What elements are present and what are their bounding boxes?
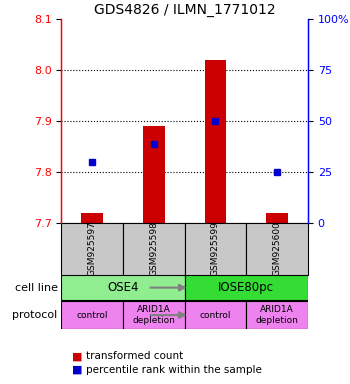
Text: ■: ■ <box>72 365 82 375</box>
Text: GSM925598: GSM925598 <box>149 221 158 276</box>
Text: cell line: cell line <box>15 283 58 293</box>
Text: GSM925600: GSM925600 <box>273 221 282 276</box>
Bar <box>266 213 288 223</box>
Bar <box>246 301 308 329</box>
Bar <box>185 301 246 329</box>
Bar <box>246 223 308 275</box>
Text: transformed count: transformed count <box>86 351 183 361</box>
Text: ARID1A
depletion: ARID1A depletion <box>132 305 175 325</box>
Text: IOSE80pc: IOSE80pc <box>218 281 274 294</box>
Bar <box>123 301 185 329</box>
Text: OSE4: OSE4 <box>107 281 139 294</box>
Text: control: control <box>76 311 108 319</box>
Title: GDS4826 / ILMN_1771012: GDS4826 / ILMN_1771012 <box>94 3 275 17</box>
Text: GSM925597: GSM925597 <box>88 221 97 276</box>
Bar <box>205 60 226 223</box>
Text: percentile rank within the sample: percentile rank within the sample <box>86 365 262 375</box>
Text: GSM925599: GSM925599 <box>211 221 220 276</box>
Bar <box>61 223 123 275</box>
Text: ■: ■ <box>72 351 82 361</box>
Text: ARID1A
depletion: ARID1A depletion <box>256 305 299 325</box>
Bar <box>143 126 164 223</box>
Bar <box>185 223 246 275</box>
Text: protocol: protocol <box>13 310 58 320</box>
Bar <box>123 223 185 275</box>
Text: control: control <box>200 311 231 319</box>
Bar <box>61 301 123 329</box>
Bar <box>81 213 103 223</box>
Bar <box>61 275 185 300</box>
Bar <box>185 275 308 300</box>
